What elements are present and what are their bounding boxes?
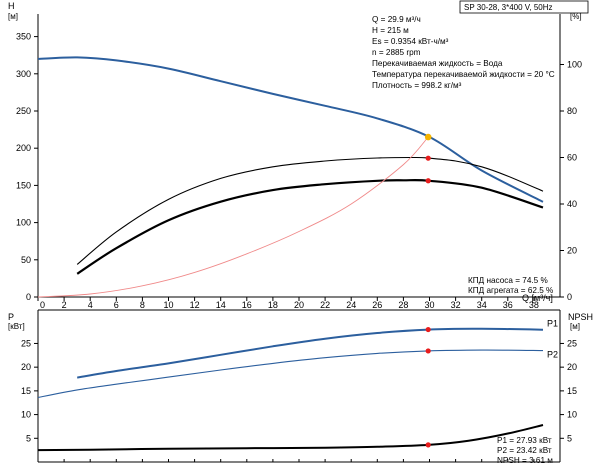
eta-tick-label: 20 — [567, 246, 577, 256]
x-tick-label: 34 — [477, 300, 487, 310]
power-tick-label: 15 — [21, 386, 31, 396]
x-tick-label: 6 — [114, 300, 119, 310]
npsh-tick-label: 5 — [567, 433, 572, 443]
head-axis-label: H — [8, 1, 15, 11]
npsh-tick-label: 25 — [567, 338, 577, 348]
eta-tick-label: 100 — [567, 60, 582, 70]
model-header-box — [459, 0, 589, 14]
eta_total-curve — [76, 178, 544, 275]
x-tick-label: 4 — [88, 300, 93, 310]
power-npsh-plot: 5 10 15 20 25 5 10 15 20 25 — [21, 309, 577, 463]
x-tick-label: 20 — [294, 300, 304, 310]
head-tick-label: 300 — [16, 69, 31, 79]
npsh-axis-unit: [м] — [570, 322, 580, 331]
head-tick-label: 100 — [16, 218, 31, 228]
P1-curve — [77, 327, 544, 379]
duty_npsh-point — [425, 442, 431, 448]
head-tick-label: 250 — [16, 106, 31, 116]
info-line: Es = 0.9354 кВт-ч/м³ — [372, 37, 449, 46]
x-tick-label: 26 — [372, 300, 382, 310]
head-efficiency-plot: 2 4 6 8 10 12 14 16 18 20 22 24 26 28 30 32 34 36 38005010… — [16, 14, 582, 310]
eta-axis-unit: [%] — [570, 12, 582, 21]
duty_P2-point — [425, 348, 431, 354]
npsh-value-text: NPSH = 3.61 м — [497, 456, 553, 465]
x-tick-label: 14 — [216, 300, 226, 310]
power-info-block: P1 = 27.93 кВт P2 = 23.42 кВт NPSH = 3.6… — [497, 436, 553, 465]
x-tick-label: 28 — [398, 300, 408, 310]
p2-value-text: P2 = 23.42 кВт — [497, 446, 552, 455]
head-tick-label: 0 — [26, 292, 31, 302]
x-tick-label: 18 — [268, 300, 278, 310]
x-tick-label: 32 — [451, 300, 461, 310]
power-tick-label: 10 — [21, 410, 31, 420]
npsh-axis-label: NPSH — [568, 312, 593, 322]
npsh-tick-label: 20 — [567, 362, 577, 372]
info-line: Перекачиваемая жидкость = Вода — [372, 59, 503, 68]
NPSH-curve — [37, 424, 544, 452]
info-line: Температура перекачиваемой жидкости = 20… — [372, 70, 555, 79]
unit-efficiency-text: КПД агрегата = 62.5 % — [468, 286, 553, 295]
power-axis-label: P — [8, 312, 14, 322]
power-axis-unit: [кВт] — [8, 322, 25, 331]
x-tick-label: 0 — [40, 300, 45, 310]
series-label-p2: P2 — [547, 350, 558, 360]
power-tick-label: 5 — [26, 433, 31, 443]
x-tick-label: 38 — [529, 300, 539, 310]
info-line: n = 2885 rpm — [372, 48, 421, 57]
efficiency-info-block: КПД насоса = 74.5 % КПД агрегата = 62.5 … — [468, 276, 553, 295]
x-tick-label: 12 — [190, 300, 200, 310]
eta-tick-label: 40 — [567, 199, 577, 209]
x-tick-label: 2 — [62, 300, 67, 310]
head-curve — [37, 56, 544, 203]
pump-efficiency-text: КПД насоса = 74.5 % — [468, 276, 548, 285]
head-tick-label: 50 — [21, 255, 31, 265]
info-line: H = 215 м — [372, 26, 409, 35]
x-tick-label: 10 — [163, 300, 173, 310]
system-curve — [37, 136, 429, 298]
duty_P1-point — [425, 326, 431, 333]
x-tick-label: 8 — [140, 300, 145, 310]
head-tick-label: 150 — [16, 180, 31, 190]
power-tick-label: 25 — [21, 338, 31, 348]
npsh-tick-label: 15 — [567, 386, 577, 396]
duty-info-block: Q = 29.9 м³/ч H = 215 м Es = 0.9354 кВт-… — [372, 15, 555, 90]
P2-curve — [37, 349, 544, 399]
duty_head-point — [424, 133, 432, 141]
duty_eta_pump-point — [425, 155, 431, 161]
info-line: Q = 29.9 м³/ч — [372, 15, 421, 24]
duty_eta_total-point — [425, 178, 431, 184]
eta_pump-curve — [76, 156, 544, 265]
flow-axis-label: Q [м³/ч] — [522, 293, 553, 303]
model-header: SP 30-28, 3*400 V, 50Hz — [464, 3, 553, 12]
eta-tick-label: 80 — [567, 106, 577, 116]
head-axis-unit: [м] — [8, 12, 18, 21]
x-tick-label: 30 — [424, 300, 434, 310]
x-tick-label: 36 — [503, 300, 513, 310]
eta-tick-label: 0 — [567, 292, 572, 302]
p1-value-text: P1 = 27.93 кВт — [497, 436, 552, 445]
power-tick-label: 20 — [21, 362, 31, 372]
info-line: Плотность = 998.2 кг/м³ — [372, 81, 462, 90]
npsh-tick-label: 10 — [567, 410, 577, 420]
x-tick-label: 24 — [346, 300, 356, 310]
head-tick-label: 200 — [16, 143, 31, 153]
eta-tick-label: 60 — [567, 153, 577, 163]
head-tick-label: 350 — [16, 32, 31, 42]
x-tick-label: 22 — [320, 300, 330, 310]
series-label-p1: P1 — [547, 319, 558, 329]
x-tick-label: 16 — [242, 300, 252, 310]
